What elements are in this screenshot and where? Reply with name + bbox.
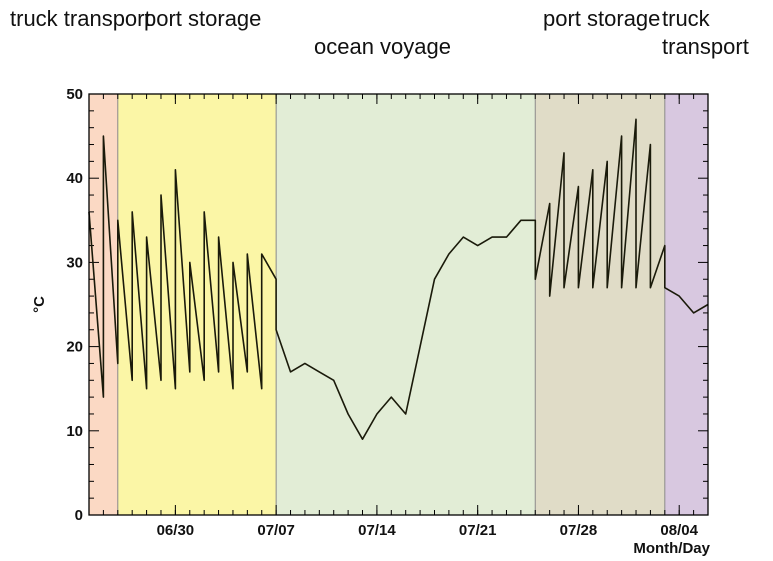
series-layer [88,118,709,441]
phase-band-2 [276,94,536,515]
y-tick-label: 20 [66,339,83,356]
tick-labels: 0 10 20 30 40 50 06/30 07/07 07/14 07/21 07/28 08/0… [66,86,698,539]
x-tick-label: 07/28 [560,522,598,539]
phase-band-3 [535,94,665,515]
phase-label-truck-transport-start: truck transport [10,6,151,31]
x-tick-label: 07/14 [358,522,396,539]
series-line-temperature-0 [88,118,709,441]
x-tick-label: 08/04 [660,522,698,539]
phase-label-port-storage-start: port storage [144,6,262,31]
y-tick-label: 0 [75,507,83,524]
axis-ticks [88,93,709,516]
y-axis-label: °C [31,296,48,313]
y-tick-label: 40 [66,170,83,187]
x-tick-label: 07/07 [257,522,295,539]
x-axis-label: Month/Day [633,540,710,557]
phase-band-1 [117,94,277,515]
phase-label-truck-transport-end: truck transport [662,6,749,59]
phase-bands [89,94,708,515]
y-tick-label: 30 [66,254,83,271]
phase-label-port-storage-end: port storage [543,6,661,31]
y-tick-label: 10 [66,423,83,440]
phase-label-ocean-voyage: ocean voyage [314,34,451,59]
plot-frame [88,93,709,516]
x-tick-label: 06/30 [157,522,195,539]
y-tick-label: 50 [66,86,83,103]
x-tick-label: 07/21 [459,522,497,539]
